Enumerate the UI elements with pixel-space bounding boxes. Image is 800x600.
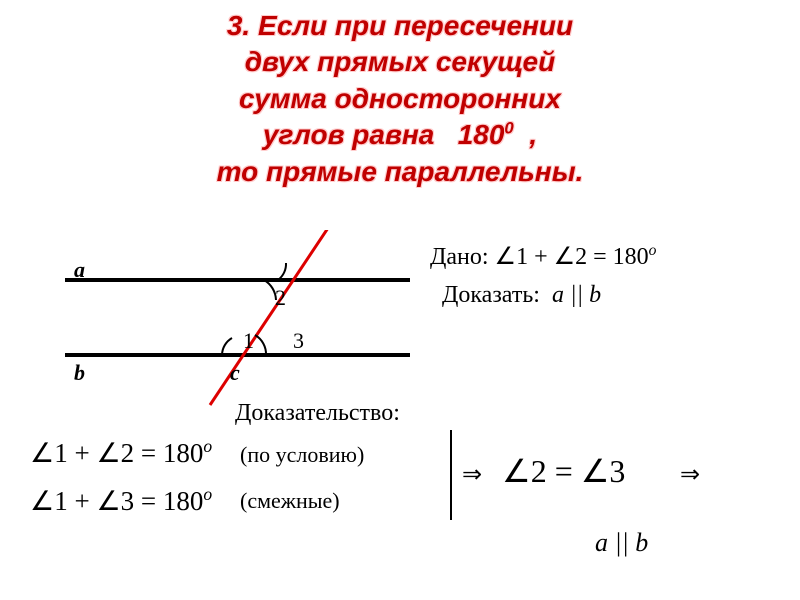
theorem-number: 3.	[227, 10, 250, 41]
eq1-ang2	[96, 438, 120, 468]
given-a2: 2	[575, 244, 587, 270]
given-a1: 1	[516, 244, 528, 270]
theorem-title: 3. Если при пересечении двух прямых секу…	[0, 0, 800, 194]
prove-expr: a || b	[552, 282, 601, 308]
prove-label: Доказать:	[442, 282, 540, 308]
label-line-b: b	[74, 360, 85, 386]
concl-a1: 2	[531, 453, 547, 489]
eq2-val: 180	[163, 486, 204, 516]
angle-3-arc	[255, 335, 266, 355]
concl-ang2	[581, 453, 610, 489]
prove-row: Доказать: a || b	[430, 276, 656, 314]
eq2-deg: o	[203, 484, 212, 504]
concl-eq: =	[555, 453, 573, 489]
given-eq: =	[593, 244, 607, 270]
eq2-a2: 3	[121, 486, 135, 516]
theorem-line1: Если при пересечении	[258, 10, 573, 41]
eq1-ang1	[30, 438, 54, 468]
angle-sup: 0	[504, 119, 513, 138]
eq1-deg: o	[203, 436, 212, 456]
eq1-a1: 1	[54, 438, 68, 468]
concl-ang1	[502, 453, 531, 489]
proof-note1: (по условию)	[240, 442, 364, 468]
proof-eq2: 1 + 3 = 180o	[30, 484, 212, 517]
label-line-c: c	[230, 360, 240, 386]
proof-eq1: 1 + 2 = 180o	[30, 436, 212, 469]
proof-final: a || b	[595, 528, 648, 558]
implies-arrow-2: ⇒	[680, 460, 700, 489]
theorem-line5: то прямые параллельны.	[217, 156, 584, 187]
eq2-ang2	[96, 486, 120, 516]
given-row: Дано: 1 + 2 = 180o	[430, 238, 656, 276]
given-deg: o	[649, 242, 657, 259]
angle-num: 180	[458, 119, 505, 150]
proof-note2: (смежные)	[240, 488, 340, 514]
eq1-val: 180	[163, 438, 204, 468]
concl-a2: 3	[609, 453, 625, 489]
line-c-transversal	[210, 230, 330, 405]
theorem-line4-post: ,	[529, 119, 537, 150]
proof-label: Доказательство:	[235, 400, 400, 427]
given-expr: 1 + 2 = 180o	[495, 244, 657, 270]
given-val: 180	[613, 244, 649, 270]
label-angle-3: 3	[293, 328, 304, 354]
theorem-line4-pre: углов равна	[263, 119, 434, 150]
theorem-line3: сумма односторонних	[239, 83, 561, 114]
theorem-angle-value: 1800	[458, 117, 514, 153]
implies-arrow-1: ⇒	[462, 460, 482, 489]
given-label: Дано:	[430, 244, 489, 270]
vertical-bar	[450, 430, 452, 520]
angle-1-arc	[222, 338, 232, 355]
eq2-a1: 1	[54, 486, 68, 516]
eq2-ang1	[30, 486, 54, 516]
label-line-a: a	[74, 257, 85, 283]
label-angle-2: 2	[275, 285, 286, 311]
angle-2-arc	[278, 263, 286, 280]
given-plus: +	[534, 244, 548, 270]
proof-conclusion: 2 = 3	[502, 452, 625, 490]
label-angle-1: 1	[243, 328, 254, 354]
angle-sym-2	[554, 244, 576, 270]
angle-sym-1	[495, 244, 517, 270]
given-prove-block: Дано: 1 + 2 = 180o Доказать: a || b	[430, 238, 656, 315]
theorem-line2: двух прямых секущей	[245, 46, 556, 77]
eq1-a2: 2	[121, 438, 135, 468]
